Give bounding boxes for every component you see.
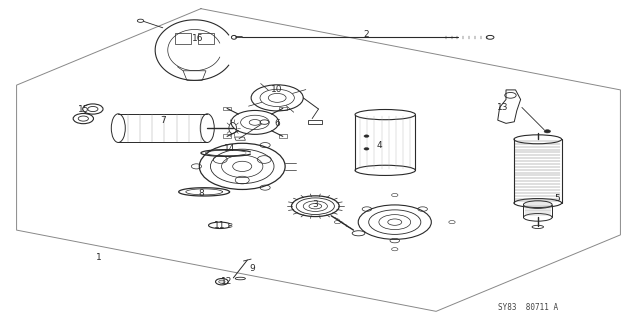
Text: 14: 14 [224, 144, 235, 153]
Circle shape [218, 280, 225, 283]
Circle shape [544, 130, 550, 133]
Text: 1: 1 [96, 253, 102, 262]
Text: 11: 11 [214, 221, 225, 230]
Text: 8: 8 [198, 189, 204, 198]
Text: 5: 5 [554, 194, 560, 203]
Text: 9: 9 [249, 264, 255, 273]
Text: 4: 4 [376, 141, 382, 150]
Text: 6: 6 [275, 119, 280, 128]
Text: 3: 3 [312, 200, 318, 209]
Text: SY83  80711 A: SY83 80711 A [498, 303, 558, 312]
Text: 16: 16 [192, 35, 203, 44]
Circle shape [364, 148, 369, 150]
Text: 13: 13 [497, 103, 508, 112]
Text: 12: 12 [220, 276, 232, 285]
Text: 15: 15 [78, 105, 89, 114]
Circle shape [364, 135, 369, 137]
Text: 2: 2 [363, 30, 369, 39]
Text: 7: 7 [160, 116, 166, 125]
Text: 10: 10 [271, 85, 283, 94]
